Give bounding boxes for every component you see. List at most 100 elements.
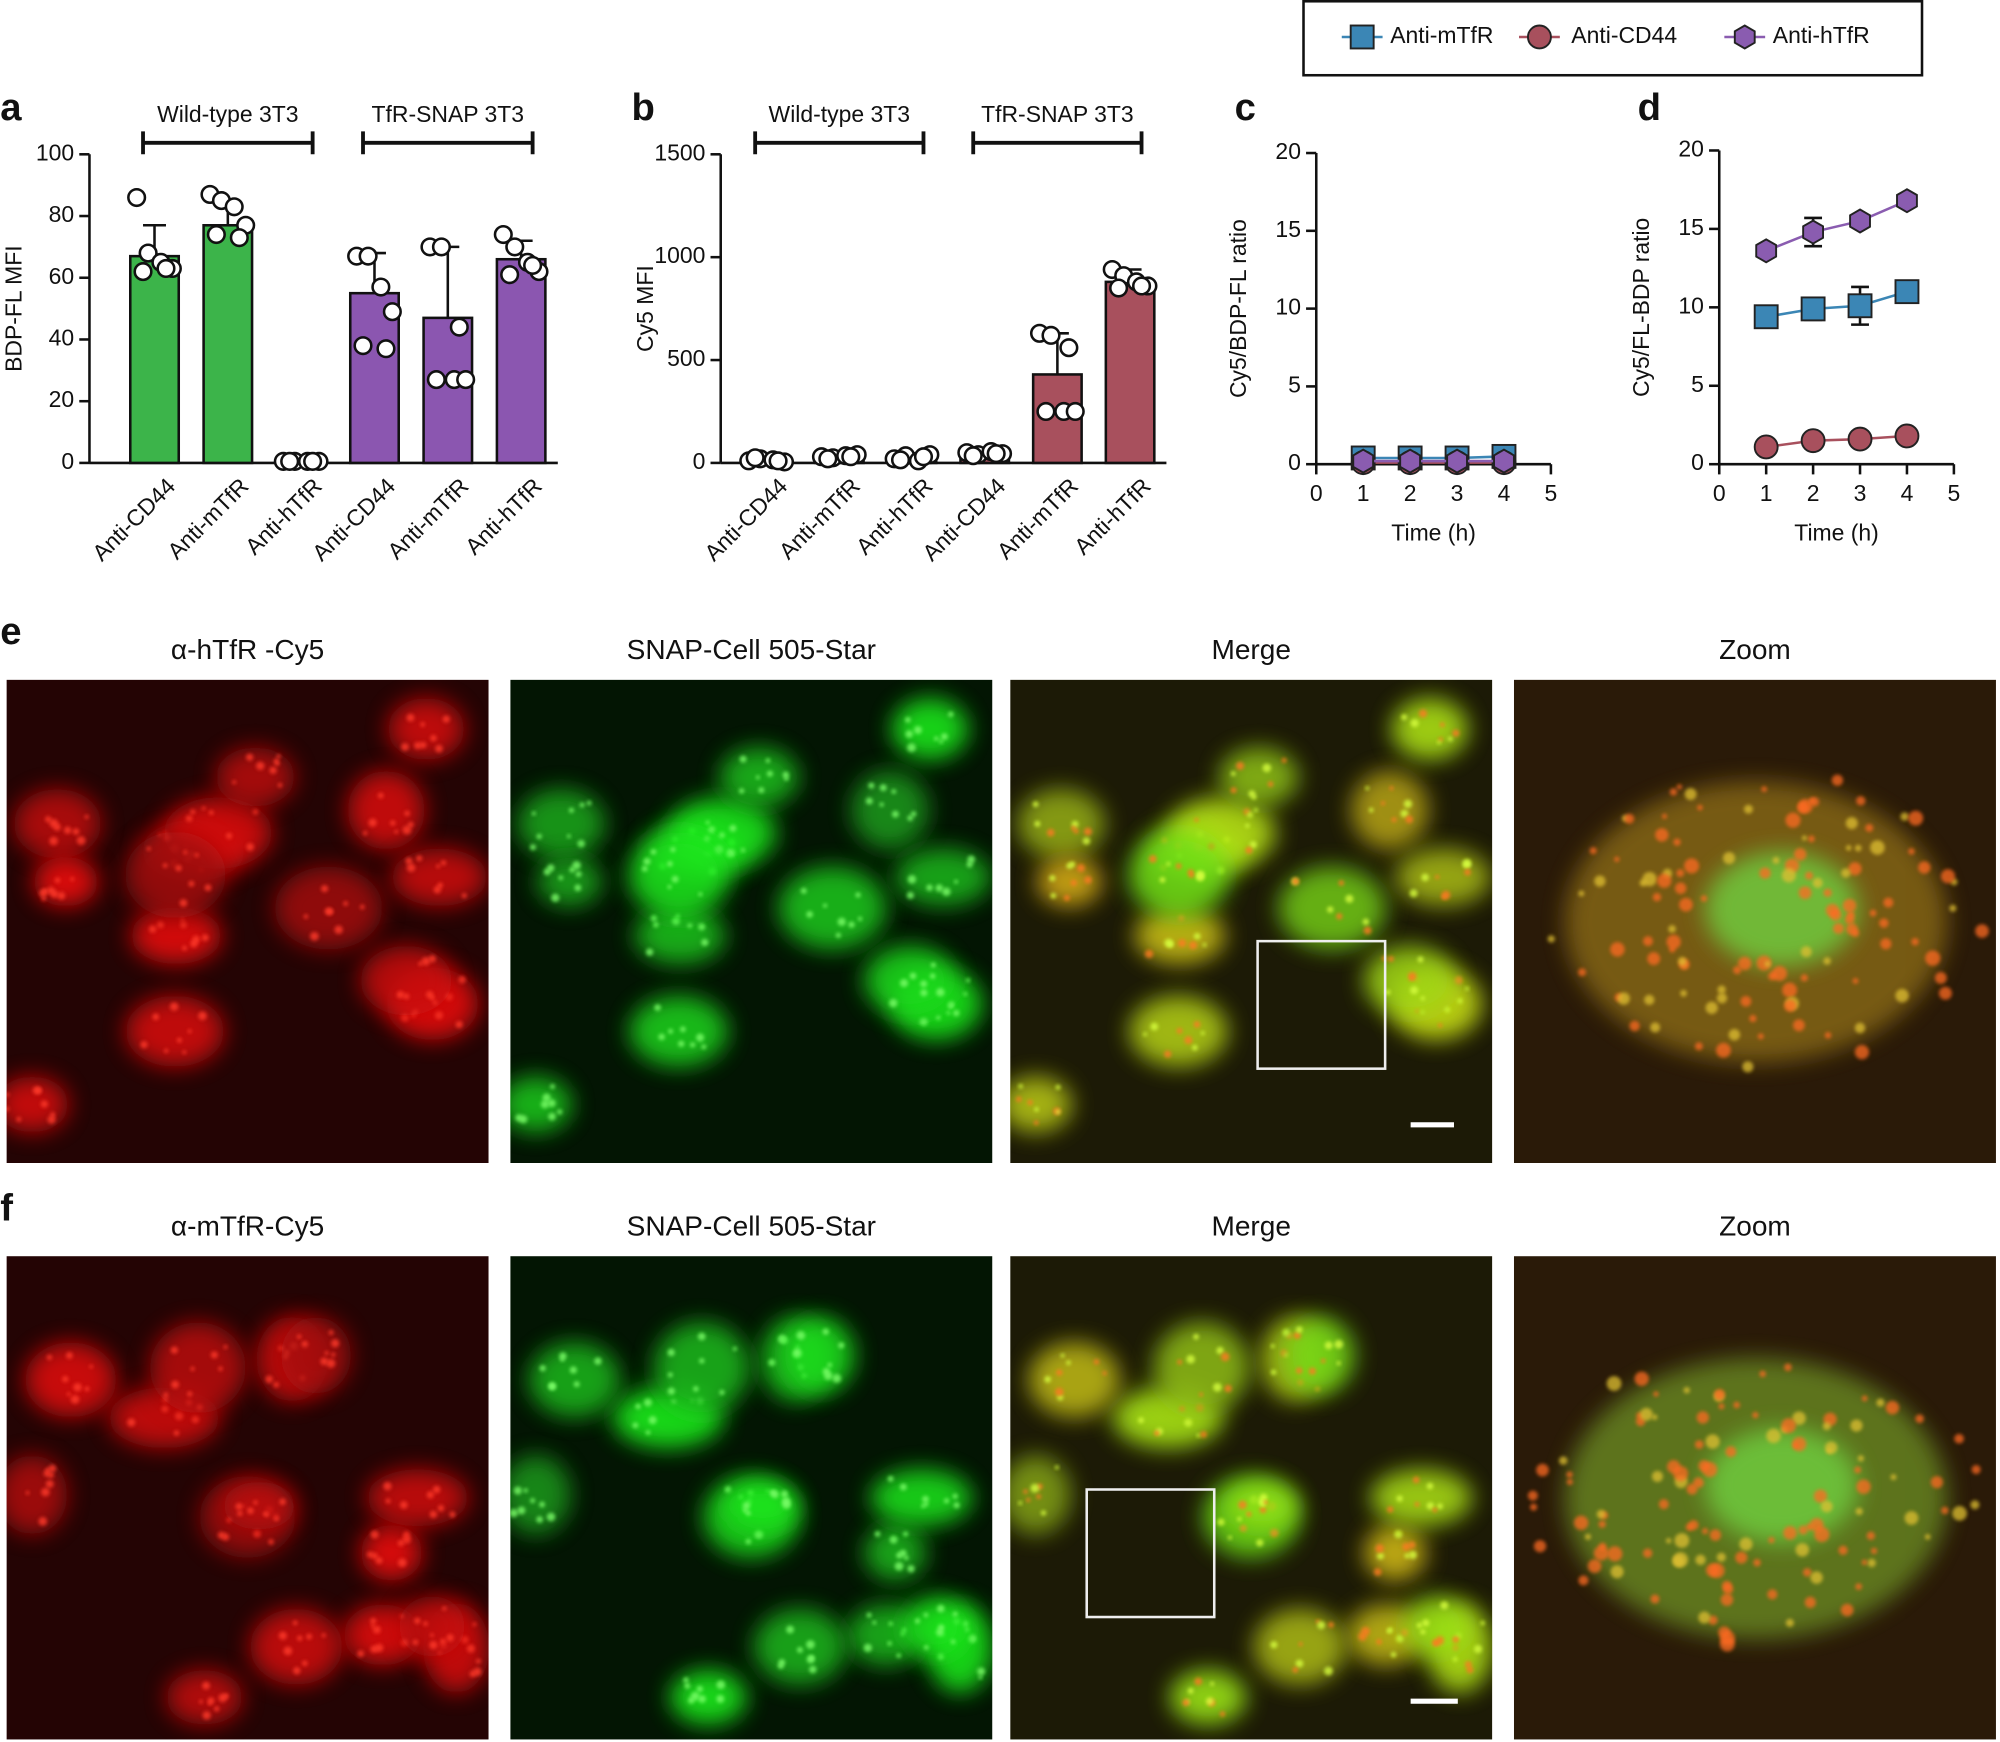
cell — [391, 848, 488, 906]
punctum — [1154, 1430, 1160, 1436]
x-axis-label: Time (h) — [1794, 519, 1879, 545]
punctum — [1940, 869, 1956, 884]
punctum — [396, 991, 404, 999]
punctum — [404, 810, 410, 817]
cell — [1010, 1455, 1071, 1535]
punctum — [343, 901, 349, 907]
punctum — [806, 1655, 815, 1664]
punctum — [838, 1342, 845, 1349]
punctum — [1938, 986, 1952, 1000]
cell — [215, 747, 295, 807]
punctum — [708, 826, 716, 834]
punctum — [278, 1631, 288, 1640]
punctum — [1373, 1568, 1382, 1576]
punctum — [645, 1430, 651, 1435]
punctum — [547, 1099, 556, 1108]
punctum — [1336, 1361, 1341, 1366]
punctum — [1473, 1644, 1483, 1654]
punctum — [806, 1640, 815, 1649]
punctum — [1148, 855, 1157, 863]
punctum — [1753, 1558, 1761, 1567]
punctum — [38, 1516, 48, 1526]
punctum — [1281, 757, 1287, 763]
punctum — [214, 1706, 220, 1712]
punctum — [910, 811, 917, 817]
punctum — [536, 833, 542, 840]
data-point — [818, 449, 838, 469]
punctum — [1030, 1483, 1040, 1493]
punctum — [827, 1362, 833, 1368]
punctum — [1924, 1533, 1931, 1540]
data-point — [768, 451, 788, 471]
punctum — [1806, 1523, 1814, 1531]
punctum — [1705, 1001, 1718, 1014]
punctum — [1454, 976, 1463, 985]
punctum — [699, 1358, 705, 1364]
punctum — [1677, 956, 1687, 966]
punctum — [1213, 1382, 1222, 1392]
panel-label: b — [631, 86, 654, 129]
cell — [870, 1469, 973, 1527]
punctum — [262, 1511, 268, 1516]
punctum — [1440, 1601, 1449, 1610]
punctum — [1253, 807, 1259, 813]
data-point — [353, 336, 373, 356]
marker — [1399, 448, 1422, 474]
punctum — [1558, 1456, 1568, 1465]
cell — [510, 1455, 571, 1535]
punctum — [406, 863, 416, 872]
punctum — [1824, 1032, 1832, 1039]
punctum — [1856, 1479, 1871, 1494]
punctum — [698, 1695, 706, 1703]
x-tick-label: Anti-hTfR — [1069, 473, 1156, 560]
x-tick-label: 3 — [1451, 480, 1464, 506]
group-bracket — [361, 131, 535, 155]
punctum — [896, 1653, 902, 1658]
punctum — [1820, 1500, 1833, 1513]
punctum — [1259, 1506, 1267, 1514]
punctum — [1584, 1533, 1592, 1540]
punctum — [383, 1481, 392, 1491]
cell — [25, 1342, 117, 1418]
marker — [1349, 24, 1375, 50]
punctum — [1698, 1611, 1711, 1624]
punctum — [1772, 965, 1788, 981]
punctum — [41, 896, 47, 902]
punctum — [1725, 1446, 1737, 1458]
punctum — [1395, 1634, 1404, 1643]
punctum — [1345, 894, 1354, 903]
punctum — [1178, 939, 1187, 948]
punctum — [449, 1511, 456, 1518]
punctum — [1698, 1460, 1710, 1472]
punctum — [207, 1701, 212, 1706]
punctum — [1844, 914, 1855, 925]
cell — [347, 770, 425, 850]
punctum — [156, 921, 164, 929]
punctum — [952, 1009, 960, 1017]
data-point — [1041, 325, 1061, 345]
punctum — [472, 1622, 477, 1627]
marker — [1847, 426, 1873, 452]
punctum — [1263, 1500, 1269, 1505]
punctum — [920, 989, 928, 997]
cell — [864, 1524, 927, 1581]
punctum — [32, 1086, 42, 1095]
bar — [1104, 280, 1156, 465]
y-tick-label: 1000 — [654, 242, 705, 268]
cell — [222, 1481, 296, 1530]
punctum — [1930, 1476, 1943, 1489]
punctum — [1044, 1376, 1052, 1383]
bar — [495, 257, 547, 465]
y-tick-label: 0 — [1691, 449, 1704, 475]
punctum — [218, 1693, 228, 1703]
punctum — [1674, 1533, 1690, 1548]
punctum — [1809, 797, 1815, 804]
punctum — [1655, 828, 1669, 842]
punctum — [1800, 946, 1812, 958]
punctum — [809, 1665, 817, 1674]
punctum — [947, 1001, 955, 1008]
punctum — [1438, 1023, 1443, 1028]
punctum — [942, 887, 951, 896]
x-tick-label: 5 — [1948, 480, 1961, 506]
punctum — [70, 1394, 80, 1404]
